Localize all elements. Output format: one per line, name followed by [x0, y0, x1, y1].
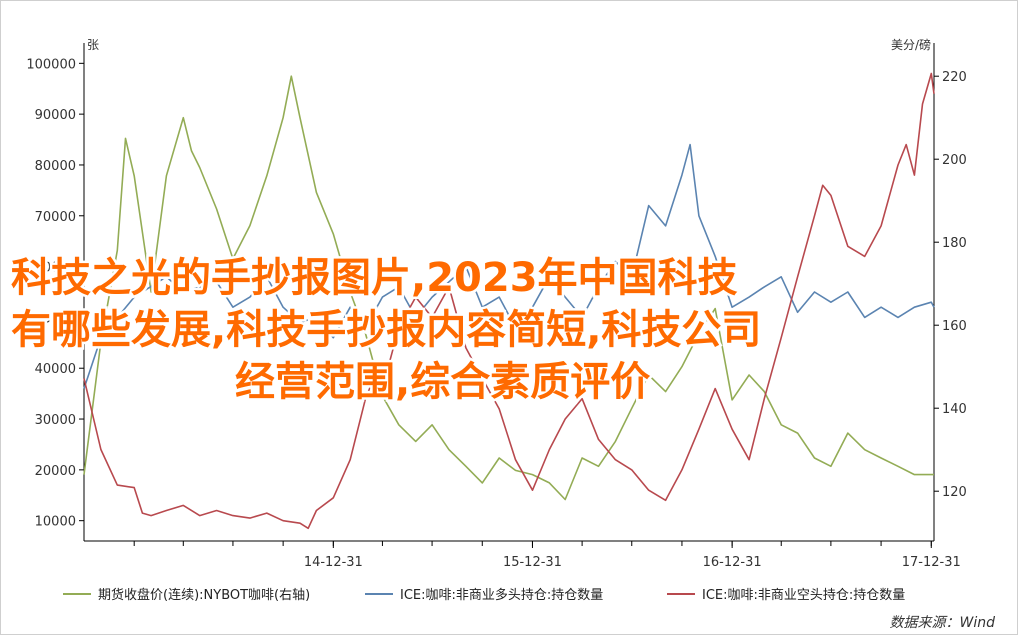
left-tick-label: 70000 — [35, 210, 76, 225]
overlay-title: 科技之光的手抄报图片,2023年中国科技 有哪些发展,科技手抄报内容简短,科技公… — [9, 253, 764, 408]
price-series-line — [83, 75, 934, 501]
left-tick-label: 60000 — [35, 261, 76, 276]
right-tick-label: 160 — [942, 319, 967, 334]
right-tick-label: 180 — [942, 236, 967, 251]
left-tick-label: 100000 — [26, 57, 76, 72]
left-tick-label: 30000 — [35, 413, 76, 428]
overlay-line-3: 经营范围,综合素质评价 — [235, 359, 650, 405]
x-tick-label: 14-12-31 — [304, 555, 363, 570]
legend-label-short: ICE:咖啡:非商业空头持仓:持仓数量 — [702, 588, 905, 603]
x-tick-label: 16-12-31 — [703, 555, 762, 570]
right-tick-label: 200 — [942, 153, 967, 168]
right-tick-label: 140 — [942, 402, 967, 417]
legend-label-price: 期货收盘价(连续):NYBOT咖啡(右轴) — [98, 587, 310, 603]
overlay-line-1: 科技之光的手抄报图片,2023年中国科技 — [11, 255, 738, 301]
left-tick-label: 50000 — [35, 311, 76, 326]
right-axis-unit: 美分/磅 — [891, 37, 931, 52]
axis-ticks: 10000 20000 30000 40000 50000 60000 70000 80000… — [26, 57, 966, 570]
left-tick-label: 80000 — [35, 159, 76, 174]
left-tick-label: 40000 — [35, 362, 76, 377]
left-tick-label: 10000 — [35, 515, 76, 530]
left-axis-unit: 张 — [87, 38, 99, 52]
legend-label-long: ICE:咖啡:非商业多头持仓:持仓数量 — [400, 587, 603, 603]
short-positions-line — [83, 72, 935, 530]
right-tick-label: 120 — [942, 485, 967, 500]
right-tick-label: 220 — [942, 70, 967, 85]
x-tick-label: 15-12-31 — [503, 555, 562, 570]
overlay-line-2: 有哪些发展,科技手抄报内容简短,科技公司 — [11, 307, 761, 353]
legend: 期货收盘价(连续):NYBOT咖啡(右轴) ICE:咖啡:非商业多头持仓:持仓数… — [63, 587, 905, 603]
series-lines — [83, 72, 935, 530]
left-tick-label: 20000 — [35, 464, 76, 479]
long-positions-line — [83, 143, 935, 389]
left-tick-label: 90000 — [35, 108, 76, 123]
data-source: 数据来源：Wind — [890, 615, 996, 631]
x-tick-label: 17-12-31 — [902, 555, 961, 570]
